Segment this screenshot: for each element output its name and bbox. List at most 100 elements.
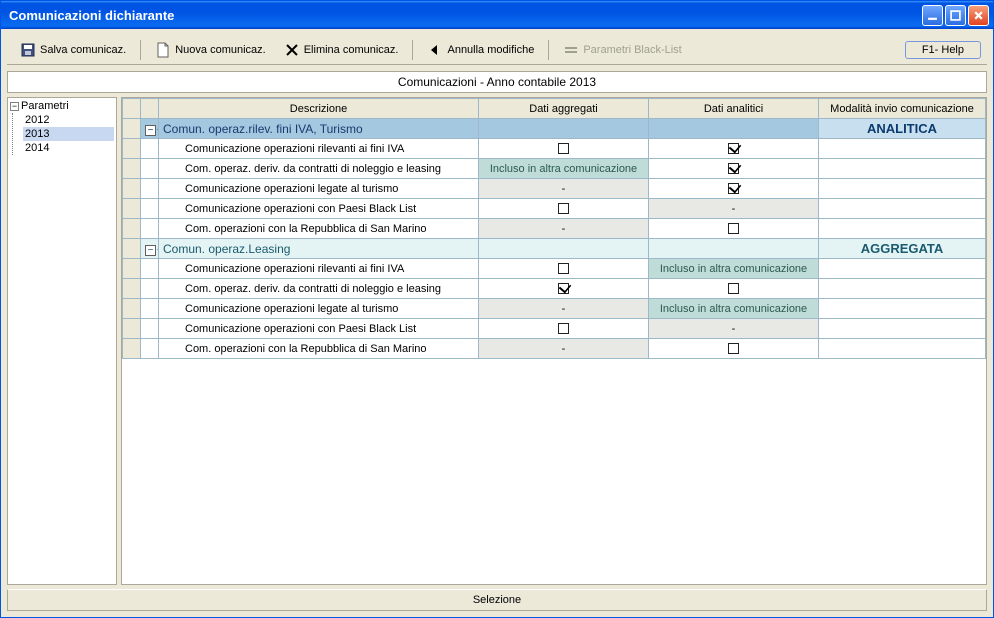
grid-table: Descrizione Dati aggregati Dati analitic… xyxy=(122,98,986,359)
checkbox[interactable] xyxy=(728,343,739,354)
row-gutter xyxy=(123,139,141,159)
new-button[interactable]: Nuova comunicaz. xyxy=(148,39,273,61)
tree-root[interactable]: − Parametri xyxy=(10,100,114,112)
row-exp xyxy=(141,179,159,199)
toolbar-separator xyxy=(140,40,141,60)
help-label: F1- Help xyxy=(922,44,964,56)
checkbox[interactable] xyxy=(728,283,739,294)
cell-aggregati[interactable] xyxy=(479,139,649,159)
row-descrizione: Com. operaz. deriv. da contratti di nole… xyxy=(159,159,479,179)
data-row[interactable]: Com. operaz. deriv. da contratti di nole… xyxy=(123,279,986,299)
blacklist-label: Parametri Black-List xyxy=(583,44,681,56)
row-descrizione: Comunicazione operazioni legate al turis… xyxy=(159,179,479,199)
data-row[interactable]: Comunicazione operazioni con Paesi Black… xyxy=(123,199,986,219)
cell-aggregati[interactable] xyxy=(479,199,649,219)
cell-aggregati[interactable] xyxy=(479,259,649,279)
row-descrizione: Comunicazione operazioni rilevanti ai fi… xyxy=(159,259,479,279)
data-row[interactable]: Comunicazione operazioni rilevanti ai fi… xyxy=(123,139,986,159)
tree-toggle-icon[interactable]: − xyxy=(10,102,19,111)
save-button[interactable]: Salva comunicaz. xyxy=(13,39,133,61)
cell-analitici[interactable] xyxy=(649,139,819,159)
header-dati-analitici[interactable]: Dati analitici xyxy=(649,99,819,119)
tree-children: 201220132014 xyxy=(12,113,114,155)
cell-mode xyxy=(819,319,986,339)
checkbox[interactable] xyxy=(558,283,569,294)
minimize-button[interactable] xyxy=(922,5,943,26)
cell-mode xyxy=(819,219,986,239)
cell-analitici[interactable]: - xyxy=(649,199,819,219)
row-descrizione: Com. operazioni con la Repubblica di San… xyxy=(159,339,479,359)
maximize-button[interactable] xyxy=(945,5,966,26)
row-exp xyxy=(141,279,159,299)
data-row[interactable]: Com. operaz. deriv. da contratti di nole… xyxy=(123,159,986,179)
cell-analitici[interactable]: - xyxy=(649,319,819,339)
header-dati-aggregati[interactable]: Dati aggregati xyxy=(479,99,649,119)
checkbox[interactable] xyxy=(728,163,739,174)
cell-aggregati[interactable]: - xyxy=(479,179,649,199)
undo-button[interactable]: Annulla modifiche xyxy=(420,39,541,61)
checkbox[interactable] xyxy=(558,143,569,154)
row-gutter xyxy=(123,199,141,219)
row-exp xyxy=(141,339,159,359)
row-exp xyxy=(141,259,159,279)
checkbox[interactable] xyxy=(558,263,569,274)
data-row[interactable]: Comunicazione operazioni rilevanti ai fi… xyxy=(123,259,986,279)
data-row[interactable]: Comunicazione operazioni con Paesi Black… xyxy=(123,319,986,339)
checkbox[interactable] xyxy=(728,223,739,234)
window-title: Comunicazioni dichiarante xyxy=(9,8,922,23)
group-row[interactable]: −Comun. operaz.LeasingAGGREGATA xyxy=(123,239,986,259)
cell-mode xyxy=(819,159,986,179)
group-ana xyxy=(649,119,819,139)
tree-item-2013[interactable]: 2013 xyxy=(23,127,114,141)
window-controls xyxy=(922,5,989,26)
cell-analitici[interactable] xyxy=(649,279,819,299)
checkbox[interactable] xyxy=(728,143,739,154)
new-icon xyxy=(155,42,171,58)
data-row[interactable]: Com. operazioni con la Repubblica di San… xyxy=(123,339,986,359)
group-agg xyxy=(479,239,649,259)
close-button[interactable] xyxy=(968,5,989,26)
cell-aggregati[interactable]: Incluso in altra comunicazione xyxy=(479,159,649,179)
row-gutter xyxy=(123,119,141,139)
cell-analitici[interactable]: Incluso in altra comunicazione xyxy=(649,299,819,319)
cell-analitici[interactable] xyxy=(649,339,819,359)
row-descrizione: Comunicazione operazioni legate al turis… xyxy=(159,299,479,319)
header-descrizione[interactable]: Descrizione xyxy=(159,99,479,119)
cell-analitici[interactable] xyxy=(649,159,819,179)
cell-analitici[interactable] xyxy=(649,179,819,199)
checkbox[interactable] xyxy=(558,323,569,334)
data-row[interactable]: Comunicazione operazioni legate al turis… xyxy=(123,179,986,199)
group-row[interactable]: −Comun. operaz.rilev. fini IVA, TurismoA… xyxy=(123,119,986,139)
toolbar: Salva comunicaz. Nuova comunicaz. Elimin… xyxy=(7,35,987,65)
titlebar[interactable]: Comunicazioni dichiarante xyxy=(1,1,993,29)
group-mode: ANALITICA xyxy=(819,119,986,139)
banner: Comunicazioni - Anno contabile 2013 xyxy=(7,71,987,93)
cell-mode xyxy=(819,259,986,279)
row-descrizione: Comunicazione operazioni con Paesi Black… xyxy=(159,199,479,219)
help-button[interactable]: F1- Help xyxy=(905,41,981,59)
cell-analitici[interactable] xyxy=(649,219,819,239)
cell-aggregati[interactable]: - xyxy=(479,299,649,319)
checkbox[interactable] xyxy=(558,203,569,214)
data-row[interactable]: Com. operazioni con la Repubblica di San… xyxy=(123,219,986,239)
save-icon xyxy=(20,42,36,58)
tree-item-2014[interactable]: 2014 xyxy=(23,141,114,155)
cell-aggregati[interactable]: - xyxy=(479,339,649,359)
delete-button[interactable]: Elimina comunicaz. xyxy=(277,39,406,61)
cell-analitici[interactable]: Incluso in altra comunicazione xyxy=(649,259,819,279)
blacklist-button: Parametri Black-List xyxy=(556,39,688,61)
header-modalita[interactable]: Modalità invio comunicazione xyxy=(819,99,986,119)
delete-icon xyxy=(284,42,300,58)
data-row[interactable]: Comunicazione operazioni legate al turis… xyxy=(123,299,986,319)
toolbar-separator xyxy=(412,40,413,60)
expand-toggle[interactable]: − xyxy=(141,119,159,139)
cell-aggregati[interactable] xyxy=(479,319,649,339)
row-gutter xyxy=(123,159,141,179)
tree-item-2012[interactable]: 2012 xyxy=(23,113,114,127)
row-exp xyxy=(141,299,159,319)
cell-aggregati[interactable] xyxy=(479,279,649,299)
row-gutter xyxy=(123,299,141,319)
expand-toggle[interactable]: − xyxy=(141,239,159,259)
checkbox[interactable] xyxy=(728,183,739,194)
cell-aggregati[interactable]: - xyxy=(479,219,649,239)
